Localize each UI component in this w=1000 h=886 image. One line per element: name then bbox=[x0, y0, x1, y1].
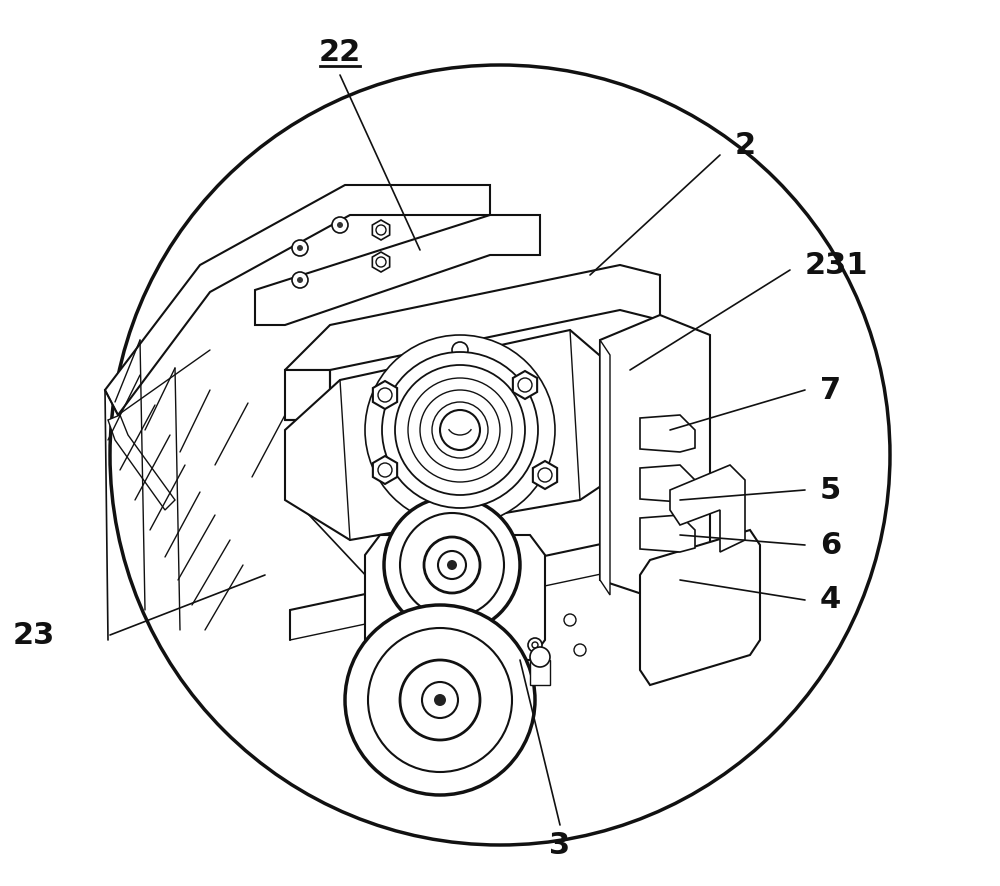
Text: 3: 3 bbox=[549, 830, 571, 859]
Circle shape bbox=[532, 642, 538, 648]
Circle shape bbox=[438, 551, 466, 579]
Polygon shape bbox=[365, 535, 545, 660]
Circle shape bbox=[384, 497, 520, 633]
Text: 6: 6 bbox=[820, 531, 841, 559]
Text: 23: 23 bbox=[13, 620, 55, 649]
Circle shape bbox=[332, 217, 348, 233]
Circle shape bbox=[528, 638, 542, 652]
Polygon shape bbox=[600, 340, 610, 595]
Polygon shape bbox=[105, 185, 490, 415]
Text: 7: 7 bbox=[820, 376, 841, 405]
Circle shape bbox=[530, 647, 550, 667]
Circle shape bbox=[297, 245, 303, 251]
Circle shape bbox=[400, 660, 480, 740]
Circle shape bbox=[434, 694, 446, 706]
Polygon shape bbox=[530, 660, 550, 685]
Circle shape bbox=[378, 388, 392, 402]
Polygon shape bbox=[285, 265, 660, 370]
Circle shape bbox=[365, 335, 555, 525]
Polygon shape bbox=[108, 415, 175, 510]
Circle shape bbox=[110, 65, 890, 845]
Circle shape bbox=[424, 537, 480, 593]
Polygon shape bbox=[640, 515, 695, 552]
Circle shape bbox=[370, 340, 550, 520]
Circle shape bbox=[452, 342, 468, 358]
Polygon shape bbox=[640, 465, 695, 502]
Circle shape bbox=[432, 402, 488, 458]
Polygon shape bbox=[670, 465, 745, 552]
Circle shape bbox=[408, 378, 512, 482]
Circle shape bbox=[395, 365, 525, 495]
Text: 22: 22 bbox=[319, 37, 361, 66]
Circle shape bbox=[376, 257, 386, 267]
Text: 5: 5 bbox=[820, 476, 841, 504]
Polygon shape bbox=[285, 370, 330, 420]
Circle shape bbox=[574, 644, 586, 656]
Circle shape bbox=[337, 222, 343, 228]
Circle shape bbox=[368, 628, 512, 772]
Polygon shape bbox=[640, 530, 760, 685]
Text: 2: 2 bbox=[735, 130, 756, 159]
Circle shape bbox=[422, 682, 458, 718]
Circle shape bbox=[440, 410, 480, 450]
Circle shape bbox=[447, 560, 457, 570]
Text: 4: 4 bbox=[820, 586, 841, 615]
Circle shape bbox=[564, 614, 576, 626]
Circle shape bbox=[400, 513, 504, 617]
Polygon shape bbox=[640, 415, 695, 452]
Circle shape bbox=[382, 352, 538, 508]
Circle shape bbox=[292, 272, 308, 288]
Polygon shape bbox=[600, 315, 710, 600]
Circle shape bbox=[538, 468, 552, 482]
Circle shape bbox=[345, 605, 535, 795]
Polygon shape bbox=[255, 215, 540, 325]
Circle shape bbox=[420, 390, 500, 470]
Circle shape bbox=[292, 240, 308, 256]
Circle shape bbox=[378, 463, 392, 477]
Text: 231: 231 bbox=[805, 251, 868, 279]
Circle shape bbox=[518, 378, 532, 392]
Circle shape bbox=[376, 225, 386, 235]
Polygon shape bbox=[285, 330, 640, 540]
Circle shape bbox=[297, 277, 303, 283]
